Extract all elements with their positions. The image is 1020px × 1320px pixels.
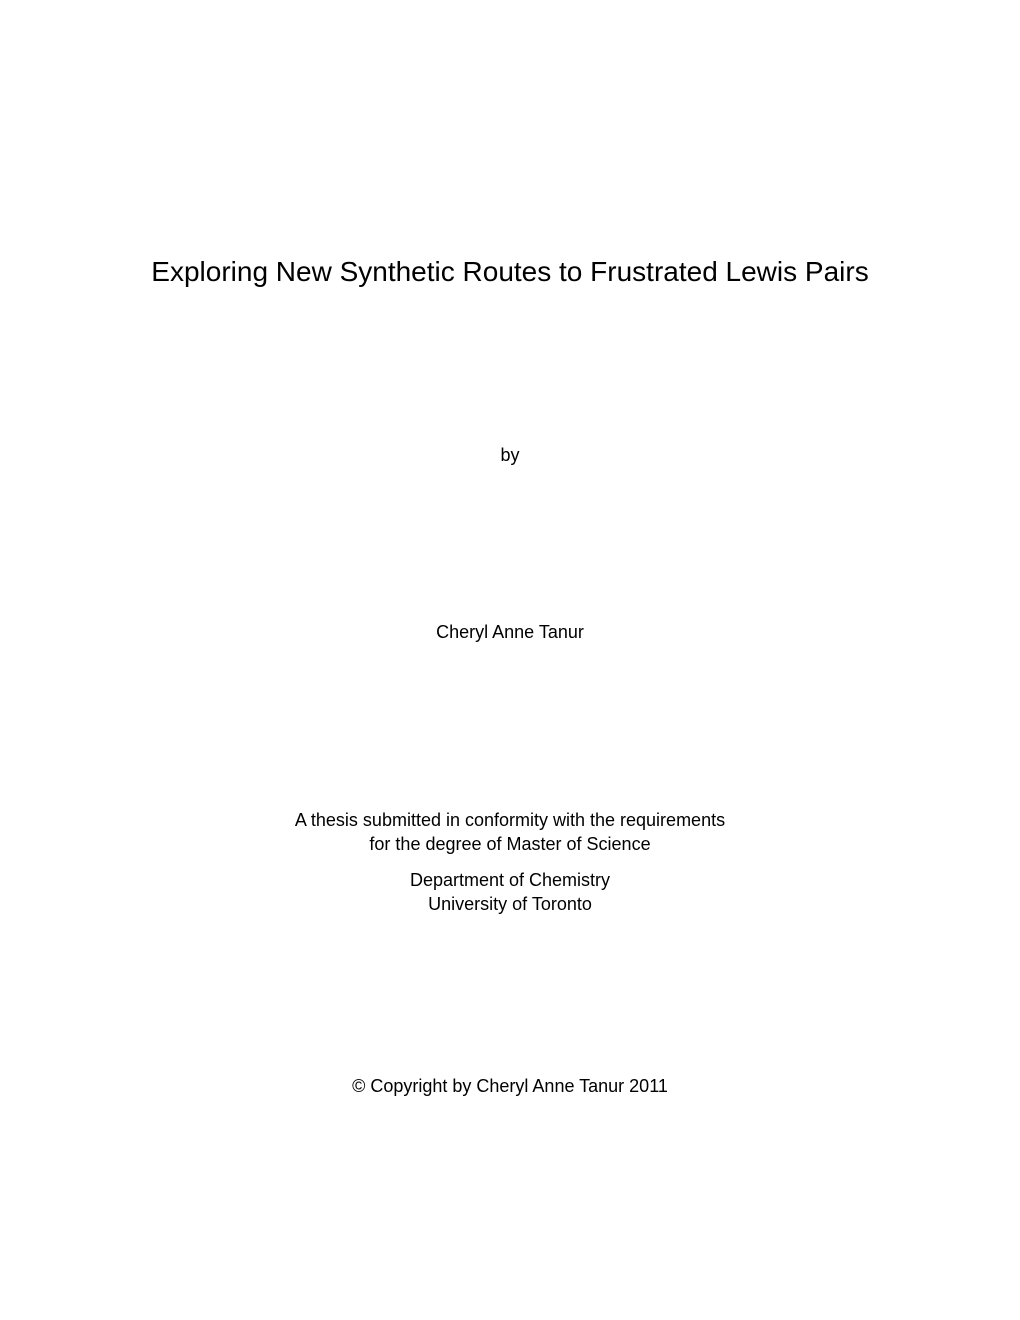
institution-name: University of Toronto (0, 892, 1020, 916)
thesis-title: Exploring New Synthetic Routes to Frustr… (0, 256, 1020, 288)
department-name: Department of Chemistry (0, 868, 1020, 892)
thesis-statement: A thesis submitted in conformity with th… (0, 808, 1020, 857)
copyright-notice: © Copyright by Cheryl Anne Tanur 2011 (0, 1076, 1020, 1097)
department-block: Department of Chemistry University of To… (0, 868, 1020, 917)
title-page: Exploring New Synthetic Routes to Frustr… (0, 0, 1020, 1320)
thesis-statement-line1: A thesis submitted in conformity with th… (0, 808, 1020, 832)
by-label: by (0, 445, 1020, 466)
thesis-statement-line2: for the degree of Master of Science (0, 832, 1020, 856)
author-name: Cheryl Anne Tanur (0, 622, 1020, 643)
